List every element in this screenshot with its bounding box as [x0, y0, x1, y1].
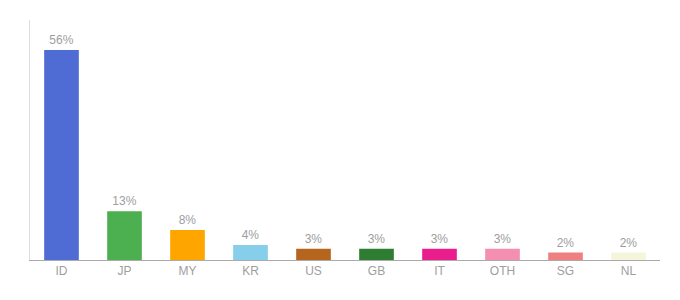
svg-text:56%: 56%	[49, 33, 73, 47]
svg-text:KR: KR	[242, 264, 259, 278]
svg-text:NL: NL	[621, 264, 637, 278]
svg-text:US: US	[305, 264, 322, 278]
svg-text:GB: GB	[368, 264, 385, 278]
svg-text:8%: 8%	[179, 213, 197, 227]
svg-text:3%: 3%	[368, 232, 386, 246]
svg-text:IT: IT	[434, 264, 445, 278]
svg-text:3%: 3%	[305, 232, 323, 246]
svg-text:OTH: OTH	[490, 264, 515, 278]
svg-text:2%: 2%	[620, 236, 638, 250]
svg-text:SG: SG	[557, 264, 574, 278]
svg-text:2%: 2%	[557, 236, 575, 250]
svg-text:3%: 3%	[494, 232, 512, 246]
svg-text:4%: 4%	[242, 228, 260, 242]
svg-text:3%: 3%	[431, 232, 449, 246]
svg-text:MY: MY	[179, 264, 197, 278]
svg-text:13%: 13%	[112, 194, 136, 208]
svg-text:ID: ID	[56, 264, 68, 278]
svg-text:JP: JP	[117, 264, 131, 278]
